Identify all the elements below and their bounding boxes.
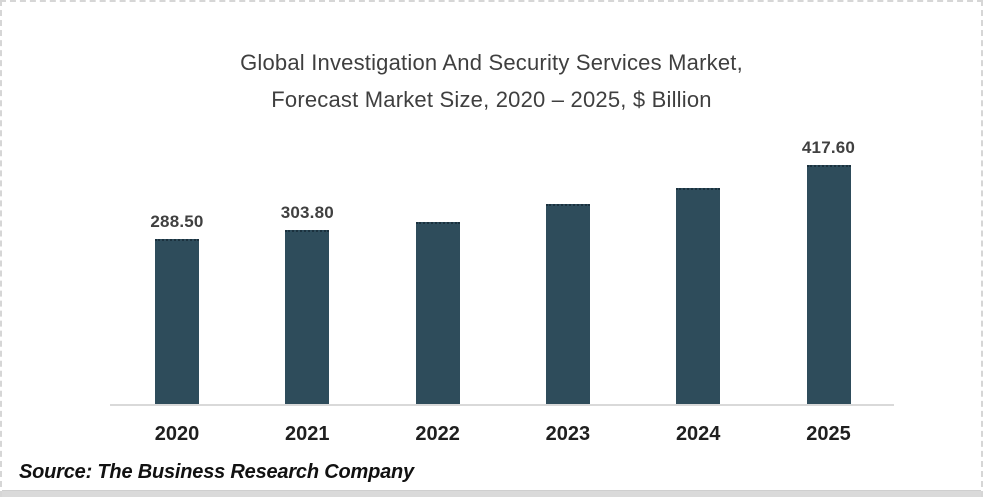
bar-2024 (676, 187, 721, 404)
data-label-2021: 303.80 (280, 203, 334, 223)
x-tick-label-2025: 2025 (806, 423, 851, 445)
bar-2022 (415, 221, 460, 404)
x-tick-label-2020: 2020 (154, 423, 200, 445)
bottom-edge-strip (2, 490, 981, 497)
x-tick-label-2023: 2023 (545, 423, 591, 445)
data-label-2025: 417.60 (801, 138, 856, 158)
bar-2021 (285, 230, 330, 404)
x-axis-line (110, 404, 894, 406)
chart-title: Global Investigation And Security Servic… (2, 44, 981, 118)
x-tick-label-2022: 2022 (415, 423, 460, 445)
bar-2023 (545, 204, 590, 404)
bar-2020 (155, 239, 199, 404)
chart-title-line-1: Global Investigation And Security Servic… (240, 50, 743, 75)
source-note: Source: The Business Research Company (19, 461, 414, 483)
chart-title-line-2: Forecast Market Size, 2020 – 2025, $ Bil… (271, 87, 712, 112)
x-tick-label-2024: 2024 (675, 423, 721, 445)
x-tick-label-2021: 2021 (285, 423, 330, 445)
bar-2025 (806, 165, 851, 404)
data-label-2020: 288.50 (150, 212, 204, 231)
